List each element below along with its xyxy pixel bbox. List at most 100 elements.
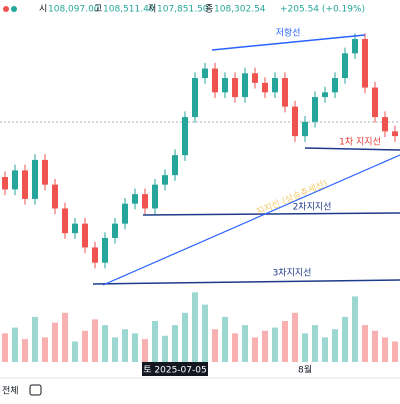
candle-body — [372, 87, 378, 118]
volume-bar — [312, 325, 318, 362]
support1-line — [304, 147, 400, 151]
candle-body — [72, 223, 78, 234]
volume-bar — [182, 312, 188, 362]
candle-body — [342, 53, 348, 79]
x-tick-label: 8월 — [298, 364, 312, 376]
candle-body — [382, 117, 388, 132]
candle-body — [62, 208, 68, 234]
candle-body — [82, 223, 88, 248]
close-value: 108,302.54 — [214, 5, 266, 15]
resistance-label: 저항선 — [276, 28, 301, 39]
goto-date-button[interactable] — [29, 384, 42, 396]
candle-body — [12, 170, 18, 190]
candle-body — [192, 78, 198, 118]
range-button[interactable]: 전체 — [2, 386, 19, 397]
volume-bar — [272, 327, 278, 362]
candle-body — [232, 78, 238, 98]
volume-bar — [352, 296, 358, 362]
candle-body — [312, 97, 318, 122]
candle-body — [252, 73, 258, 83]
volume-bar — [112, 337, 118, 362]
volume-bar — [172, 325, 178, 362]
volume-bar — [292, 312, 298, 362]
candle-body — [302, 121, 308, 137]
candle-body — [42, 159, 48, 185]
volume-bar — [222, 316, 228, 362]
trend-line — [102, 154, 400, 286]
volume-bar — [32, 316, 38, 362]
volume-bar — [92, 319, 98, 362]
low-value: 107,851.50 — [157, 5, 209, 15]
candle-body — [202, 68, 208, 79]
candle-body — [172, 155, 178, 176]
volume-bar — [202, 304, 208, 362]
candle-body — [52, 184, 58, 209]
candle-body — [92, 247, 98, 263]
candle-body — [352, 39, 358, 54]
volume-bar — [22, 339, 28, 362]
candle-body — [362, 39, 368, 88]
status-dot — [11, 6, 17, 12]
high-value: 108,511.40 — [103, 5, 155, 15]
support2-label: 2차지지선 — [293, 201, 332, 213]
volume-bar — [362, 325, 368, 362]
support2-line — [142, 212, 400, 216]
volume-bar — [42, 337, 48, 362]
candle-body — [292, 106, 298, 137]
volume-bar — [252, 337, 258, 362]
support1-label: 1차 지지선 — [339, 136, 381, 148]
candle-body — [122, 203, 128, 224]
volume-bar — [82, 330, 88, 362]
candle-body — [322, 92, 328, 98]
volume-bar — [122, 329, 128, 362]
candle-body — [222, 78, 228, 93]
volume-bar — [282, 321, 288, 362]
candle-body — [22, 170, 28, 199]
candle-body — [272, 78, 278, 93]
volume-bar — [332, 329, 338, 362]
volume-bar — [62, 312, 68, 362]
volume-bar — [132, 333, 138, 362]
candle-body — [212, 68, 218, 93]
high-label: 고 — [94, 5, 102, 15]
volume-bar — [392, 341, 398, 362]
volume-bar — [302, 333, 308, 362]
date-highlight — [142, 362, 208, 376]
resistance-line — [211, 34, 366, 51]
low-label: 저 — [148, 4, 156, 15]
volume-bar — [2, 333, 8, 362]
candle-body — [162, 175, 168, 185]
volume-bar — [12, 327, 18, 362]
volume-bar — [192, 292, 198, 362]
candle-body — [392, 131, 398, 137]
candle-body — [112, 223, 118, 238]
support3-label: 3차지지선 — [273, 267, 312, 279]
change-value: +205.54 (+0.19%) — [280, 5, 365, 15]
volume-bar — [232, 333, 238, 362]
plot: 토 2025-07-05 8월 — [2, 33, 398, 376]
candle-body — [332, 78, 338, 93]
volume-bar — [72, 341, 78, 362]
x-tick-label: 토 2025-07-05 — [143, 366, 206, 376]
open-label: 시 — [39, 4, 47, 15]
volume-bar — [242, 325, 248, 362]
volume-bar — [142, 339, 148, 362]
volume-bar — [212, 329, 218, 362]
candle-body — [152, 184, 158, 209]
close-label: 종 — [205, 4, 213, 15]
candle-body — [262, 82, 268, 93]
volume-bar — [52, 322, 58, 362]
candle-body — [32, 159, 38, 199]
candle-body — [102, 237, 108, 263]
volume-bar — [162, 335, 168, 362]
status-dot — [3, 6, 9, 12]
support3-line — [92, 279, 400, 285]
candle-body — [142, 194, 148, 209]
open-value: 108,097.00 — [48, 5, 100, 15]
volume-bar — [322, 337, 328, 362]
volume-bar — [102, 325, 108, 362]
candle-body — [282, 78, 288, 107]
